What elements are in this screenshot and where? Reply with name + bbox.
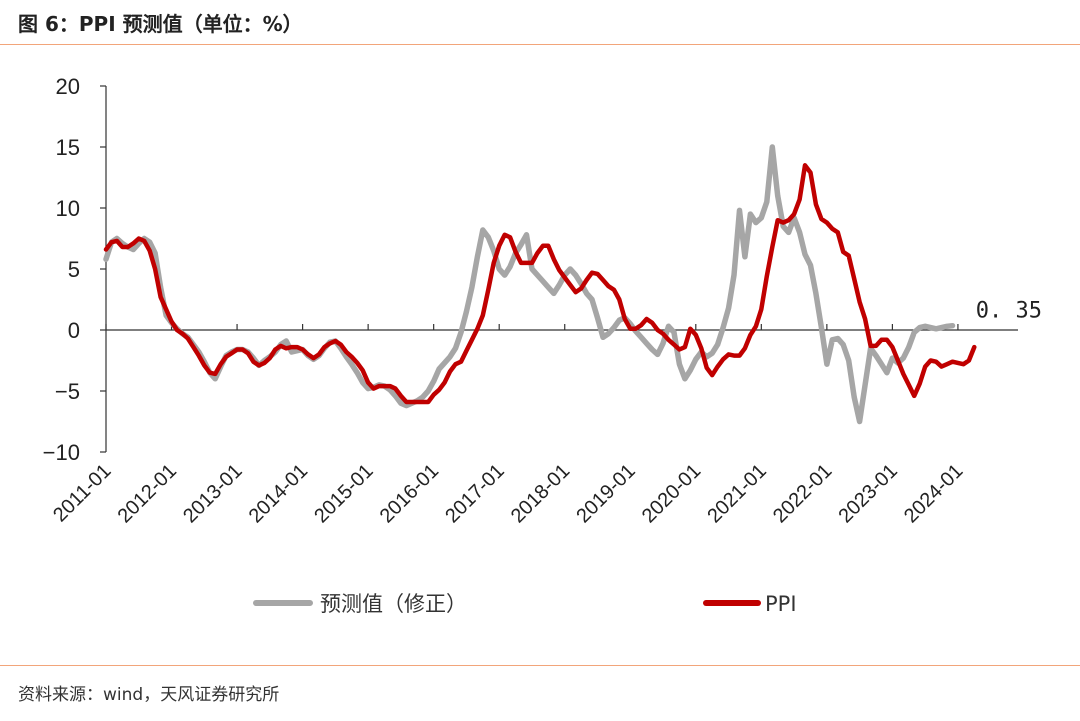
x-tick-label: 2023-01	[834, 460, 901, 527]
x-tick-label: 2011-01	[49, 460, 115, 526]
legend-ppi: PPI	[703, 592, 797, 616]
series-ppi-line	[103, 163, 977, 405]
legend-label: 预测值（修正）	[320, 592, 467, 616]
y-tick-label: 10	[56, 196, 80, 221]
y-tick-label: −5	[55, 379, 80, 404]
figure-title: 图 6：PPI 预测值（单位：%）	[18, 12, 303, 36]
x-tick-label: 2020-01	[638, 460, 705, 527]
x-tick-label: 2018-01	[507, 460, 574, 527]
ppi-line-chart: 20 15 10 5 0 −5 −10 2011-012012-012013-012014-…	[43, 74, 1042, 616]
y-tick-label: 20	[56, 74, 80, 99]
legend-label: PPI	[765, 592, 797, 616]
legend-forecast: 预测值（修正）	[253, 592, 467, 616]
x-tick-label: 2014-01	[245, 460, 312, 527]
y-axis: 20 15 10 5 0 −5 −10	[43, 74, 107, 465]
x-tick-label: 2024-01	[900, 460, 967, 527]
x-tick-label: 2017-01	[441, 460, 508, 527]
series-layer	[103, 144, 977, 425]
x-tick-label: 2016-01	[376, 460, 443, 527]
x-tick-label: 2013-01	[179, 460, 246, 527]
last-value-annotation: 0. 35	[976, 299, 1042, 324]
y-tick-label: 5	[68, 257, 80, 282]
legend: 预测值（修正） PPI	[253, 592, 797, 616]
title-divider	[0, 44, 1080, 45]
x-tick-label: 2015-01	[310, 460, 377, 527]
y-tick-label: −10	[43, 440, 80, 465]
series-forecast-line	[103, 144, 956, 425]
x-tick-label: 2021-01	[703, 460, 770, 527]
x-tick-label: 2022-01	[769, 460, 836, 527]
source-note: 资料来源：wind，天风证券研究所	[18, 685, 280, 705]
y-tick-label: 0	[68, 318, 80, 343]
x-tick-label: 2019-01	[572, 460, 639, 527]
x-tick-label: 2012-01	[114, 460, 181, 527]
source-divider	[0, 665, 1080, 666]
y-tick-label: 15	[56, 135, 80, 160]
